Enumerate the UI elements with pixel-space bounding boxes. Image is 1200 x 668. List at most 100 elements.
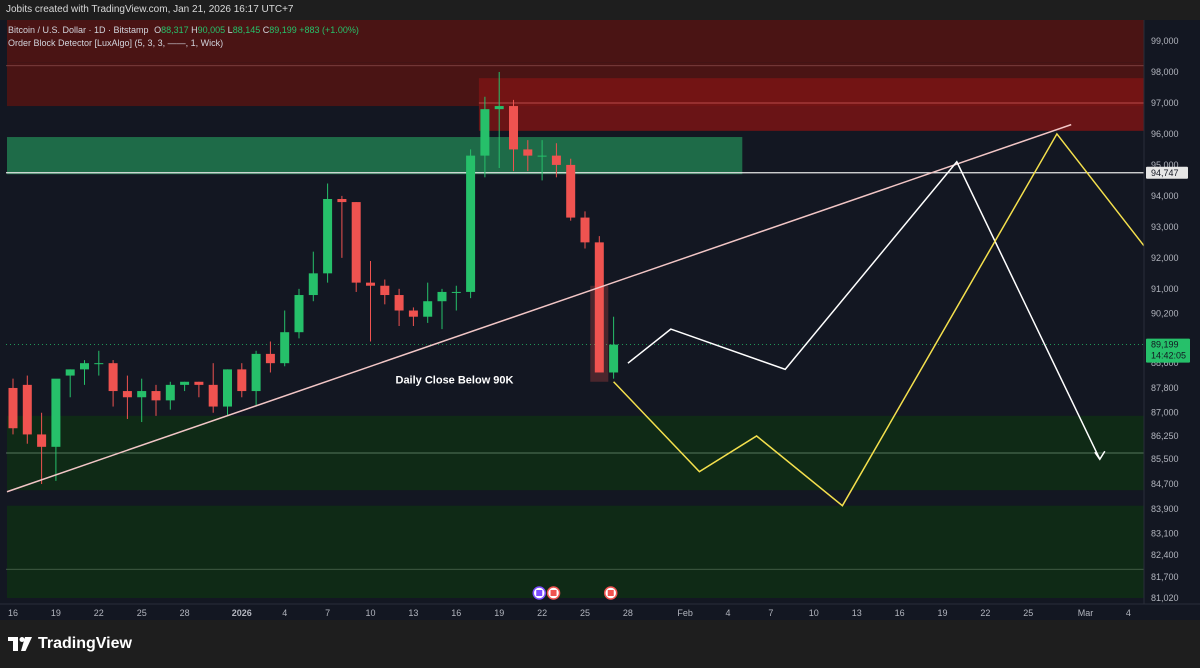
- candle-body-38: [551, 155, 561, 165]
- time-tick-19: 4: [282, 608, 287, 618]
- candle-body-25: [366, 282, 375, 286]
- price-tick-87800: 87,800: [1151, 383, 1179, 393]
- badge-current-price: 89,199: [1151, 340, 1179, 350]
- event-mark-2: [607, 590, 614, 596]
- time-tick-16: 2026: [232, 608, 252, 618]
- price-tick-83900: 83,900: [1151, 504, 1179, 514]
- symbol-name: Bitcoin / U.S. Dollar · 1D · Bitstamp: [8, 25, 149, 35]
- candle-body-32: [466, 155, 476, 292]
- candle-body-16: [237, 369, 247, 392]
- price-tick-81020: 81,020: [1151, 593, 1179, 603]
- lightning-icon-0[interactable]: [532, 586, 546, 600]
- candle-body-23: [337, 198, 347, 203]
- badge-current-bg: [1146, 338, 1190, 363]
- candle-body-5: [80, 363, 89, 370]
- white-arrow-icon: [1094, 450, 1106, 461]
- time-tick-43: 28: [623, 608, 633, 618]
- time-tick-50: 4: [725, 608, 730, 618]
- candle-body-34: [494, 106, 504, 110]
- ohlc-change: +883 (+1.00%): [299, 25, 359, 35]
- price-tick-91000: 91,000: [1151, 284, 1179, 294]
- white-scenario-path: [627, 160, 1101, 460]
- time-tick-40: 25: [580, 608, 590, 618]
- price-axis-background: [1144, 20, 1200, 620]
- candle-body-6: [94, 363, 104, 365]
- candle-body-41: [594, 242, 604, 373]
- candles: [8, 71, 619, 484]
- time-tick-47: Feb: [677, 608, 693, 618]
- legend[interactable]: Bitcoin / U.S. Dollar · 1D · Bitstamp O8…: [8, 24, 359, 50]
- annotation-daily-close: Daily Close Below 90K: [396, 375, 514, 387]
- price-tick-96000: 96,000: [1151, 129, 1179, 139]
- time-tick-59: 13: [852, 608, 862, 618]
- zone-bullish_ob-3: [7, 137, 743, 175]
- candle-body-8: [122, 391, 132, 398]
- time-tick-56: 10: [809, 608, 819, 618]
- time-tick-78: 4: [1126, 608, 1131, 618]
- ohlc-open-label: O: [154, 25, 162, 35]
- price-tick-82400: 82,400: [1151, 550, 1179, 560]
- candle-body-35: [509, 106, 518, 150]
- candle-body-3: [51, 378, 61, 447]
- candle-body-0: [8, 387, 18, 429]
- indicator-line[interactable]: Order Block Detector [LuxAlgo] (5, 3, 3,…: [8, 38, 224, 48]
- event-mark-0: [536, 590, 543, 596]
- us-flag-icon-1[interactable]: [546, 586, 561, 600]
- time-tick-12: 28: [180, 608, 190, 618]
- us-flag-icon-2[interactable]: [603, 586, 618, 600]
- symbol-line[interactable]: Bitcoin / U.S. Dollar · 1D · Bitstamp O8…: [8, 24, 359, 37]
- time-tick-6: 22: [94, 608, 104, 618]
- price-tick-95000: 95,000: [1151, 160, 1179, 170]
- ohlc-open: 88,317: [161, 25, 189, 35]
- time-tick-53: 7: [768, 608, 773, 618]
- candle-body-2: [37, 434, 47, 447]
- candle-body-42: [609, 344, 619, 373]
- time-tick-34: 19: [494, 608, 504, 618]
- candle-body-7: [108, 363, 118, 392]
- time-tick-28: 13: [408, 608, 418, 618]
- candle-body-1: [22, 384, 32, 435]
- time-tick-71: 25: [1023, 608, 1033, 618]
- economic-events[interactable]: [532, 586, 618, 600]
- footer-bar: TradingView: [0, 620, 1200, 668]
- candle-body-40: [580, 217, 590, 243]
- tradingview-logo-icon: [8, 637, 32, 651]
- price-tick-92000: 92,000: [1151, 253, 1179, 263]
- ascending-trendline: [6, 123, 1072, 493]
- candle-body-33: [480, 109, 490, 156]
- time-tick-37: 22: [537, 608, 547, 618]
- time-tick-62: 16: [895, 608, 905, 618]
- candle-body-9: [137, 391, 147, 398]
- candle-body-15: [223, 369, 232, 407]
- price-tick-93000: 93,000: [1151, 222, 1179, 232]
- price-tick-87000: 87,000: [1151, 408, 1179, 418]
- price-axis[interactable]: 99,000 98,000 97,000 96,000 95,000 94,000 93,0…: [1143, 20, 1200, 620]
- ohlc-high: 90,005: [197, 25, 226, 35]
- price-chart[interactable]: Daily Close Below 90K 99,000 98,000 97,000…: [0, 0, 1200, 620]
- candle-body-21: [308, 273, 318, 296]
- ohlc-low: 88,145: [232, 25, 261, 35]
- candle-body-24: [351, 202, 361, 283]
- tradingview-brand[interactable]: TradingView: [8, 635, 132, 653]
- time-tick-22: 7: [325, 608, 330, 618]
- candle-body-12: [180, 381, 190, 385]
- candle-body-17: [251, 353, 261, 392]
- price-tick-90200: 90,200: [1151, 309, 1179, 319]
- candle-body-20: [294, 295, 304, 333]
- candle-body-36: [523, 149, 533, 156]
- ohlc-close-label: C: [262, 25, 270, 35]
- time-tick-31: 16: [451, 608, 461, 618]
- time-axis[interactable]: 16 19 22 25 28 2026 4 7 10 13 16 19 22 25 28 Feb 4 7 10 13 1…: [0, 603, 1200, 620]
- candle-body-39: [566, 164, 576, 218]
- price-tick-88600: 88,600: [1151, 358, 1179, 368]
- candle-body-26: [380, 285, 390, 296]
- event-mark-1: [550, 590, 557, 596]
- attribution-text: Jobits created with TradingView.com, Jan…: [6, 4, 294, 15]
- price-tick-85500: 85,500: [1151, 454, 1179, 464]
- badge-countdown: 14:42:05: [1151, 351, 1186, 361]
- candle-body-28: [408, 310, 418, 317]
- price-tick-99000: 99,000: [1151, 36, 1179, 46]
- candle-body-4: [65, 369, 75, 376]
- badge-94747-label: 94,747: [1151, 168, 1179, 178]
- price-tick-97000: 97,000: [1151, 98, 1179, 108]
